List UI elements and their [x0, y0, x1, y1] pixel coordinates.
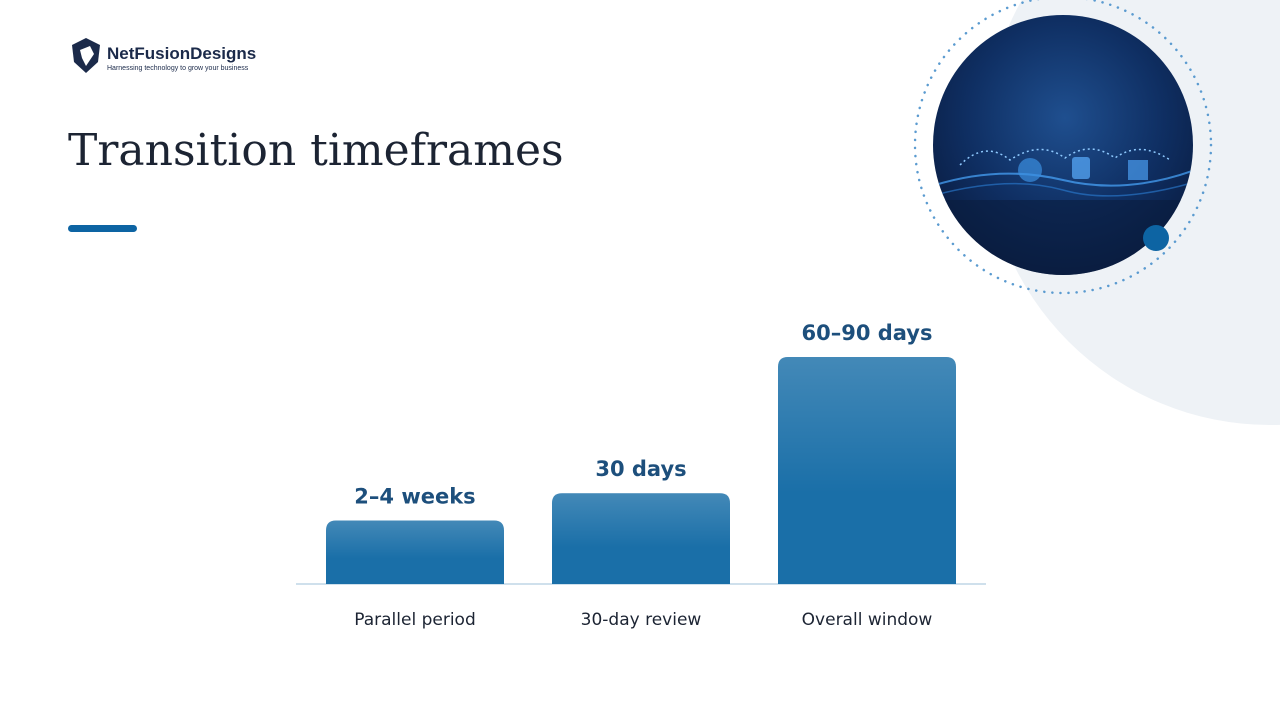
chart-title: Transition timeframes [68, 125, 564, 176]
logo [72, 38, 100, 73]
value-label: 2–4 weeks [354, 484, 475, 508]
value-label: 60–90 days [801, 321, 932, 345]
accent-dot [1143, 225, 1169, 251]
x-tick-label: 30-day review [581, 610, 702, 630]
dotted-ring [913, 0, 1213, 295]
value-label: 30 days [595, 457, 686, 481]
brand-name: NetFusionDesigns [107, 44, 256, 63]
tagline: Harnessing technology to grow your busin… [107, 65, 249, 72]
x-tick-label: Parallel period [354, 610, 476, 630]
bar-sheen [326, 520, 504, 584]
title-underline [68, 225, 137, 232]
bar-sheen [778, 357, 956, 584]
bar-sheen [552, 493, 730, 584]
x-tick-label: Overall window [802, 610, 933, 630]
